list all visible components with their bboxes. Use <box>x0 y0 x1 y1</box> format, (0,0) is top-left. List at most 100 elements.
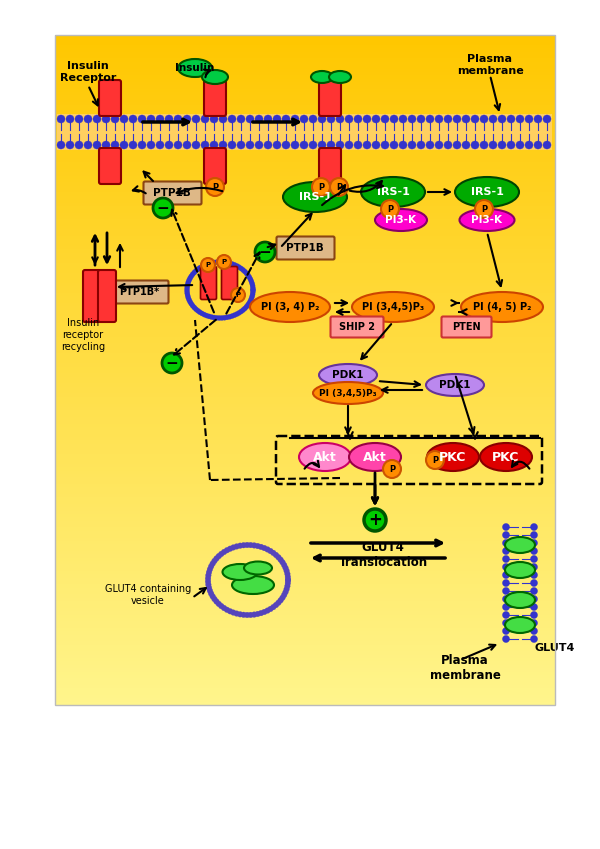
Bar <box>55 644 555 649</box>
Bar <box>55 393 555 397</box>
Circle shape <box>84 141 92 149</box>
Text: Insulin
receptor
recycling: Insulin receptor recycling <box>61 318 105 351</box>
Bar <box>55 162 555 166</box>
Circle shape <box>206 314 212 319</box>
Circle shape <box>285 577 291 582</box>
Bar <box>55 357 555 361</box>
Text: P: P <box>387 205 393 213</box>
Circle shape <box>530 580 538 587</box>
Circle shape <box>185 284 190 290</box>
Circle shape <box>284 587 289 592</box>
Bar <box>55 648 555 652</box>
Circle shape <box>280 595 285 600</box>
Text: IRS-1: IRS-1 <box>299 192 331 202</box>
Circle shape <box>102 141 110 149</box>
Ellipse shape <box>313 382 383 404</box>
Bar <box>55 233 555 237</box>
Circle shape <box>185 291 190 295</box>
Bar <box>55 353 555 357</box>
Circle shape <box>165 115 173 123</box>
Circle shape <box>205 579 211 584</box>
Bar <box>55 407 555 411</box>
Circle shape <box>354 115 362 123</box>
Circle shape <box>189 301 194 306</box>
Bar <box>55 453 555 458</box>
Text: Insulin
Receptor: Insulin Receptor <box>60 61 116 83</box>
Bar <box>55 635 555 638</box>
Circle shape <box>165 141 173 149</box>
Bar <box>55 290 555 294</box>
Text: PDK1: PDK1 <box>439 380 471 390</box>
Circle shape <box>530 564 538 571</box>
Bar <box>55 641 555 645</box>
Circle shape <box>147 141 155 149</box>
Circle shape <box>265 608 270 613</box>
Circle shape <box>251 543 257 548</box>
Circle shape <box>208 591 214 596</box>
Ellipse shape <box>349 443 401 471</box>
Circle shape <box>525 115 533 123</box>
Text: Insulin: Insulin <box>175 63 215 73</box>
Bar <box>55 655 555 659</box>
Bar <box>55 584 555 588</box>
Circle shape <box>201 115 209 123</box>
Bar <box>55 494 555 498</box>
Bar <box>55 534 555 538</box>
Circle shape <box>232 262 237 267</box>
Bar <box>55 62 555 65</box>
Ellipse shape <box>250 292 330 322</box>
Text: Plasma
membrane: Plasma membrane <box>430 654 500 682</box>
Bar <box>55 269 555 273</box>
Bar <box>55 363 555 367</box>
Circle shape <box>174 141 182 149</box>
Circle shape <box>390 141 398 149</box>
Text: PI (3,4,5)P₃: PI (3,4,5)P₃ <box>319 389 377 397</box>
Circle shape <box>232 312 237 318</box>
Circle shape <box>284 571 290 576</box>
Circle shape <box>462 115 470 123</box>
Bar <box>55 243 555 246</box>
Circle shape <box>234 543 239 549</box>
Circle shape <box>227 609 233 614</box>
Bar <box>55 122 555 126</box>
Circle shape <box>255 141 263 149</box>
Bar <box>55 682 555 685</box>
Text: −: − <box>166 356 178 370</box>
Bar <box>55 615 555 618</box>
Bar <box>55 430 555 434</box>
Ellipse shape <box>244 561 272 575</box>
Ellipse shape <box>461 292 543 322</box>
Circle shape <box>246 141 254 149</box>
Circle shape <box>275 600 281 605</box>
Bar <box>55 692 555 695</box>
Circle shape <box>162 353 182 373</box>
Bar <box>55 424 555 427</box>
Bar <box>55 477 555 481</box>
Bar <box>55 621 555 625</box>
Circle shape <box>153 198 173 218</box>
Bar <box>55 333 555 337</box>
Bar <box>55 651 555 655</box>
Circle shape <box>185 282 190 287</box>
Circle shape <box>57 115 65 123</box>
Bar <box>55 346 555 351</box>
Circle shape <box>255 242 275 262</box>
Circle shape <box>246 115 254 123</box>
Circle shape <box>480 115 488 123</box>
Circle shape <box>285 574 290 580</box>
Text: PTEN: PTEN <box>452 322 481 332</box>
Circle shape <box>207 588 213 593</box>
Circle shape <box>285 577 291 582</box>
Circle shape <box>250 292 255 297</box>
Circle shape <box>399 115 407 123</box>
Circle shape <box>244 304 249 309</box>
Bar <box>55 698 555 702</box>
Text: SHIP 2: SHIP 2 <box>339 322 375 332</box>
Circle shape <box>503 580 509 587</box>
Bar <box>55 420 555 424</box>
Circle shape <box>489 141 497 149</box>
Bar <box>55 514 555 518</box>
Bar <box>55 561 555 565</box>
Circle shape <box>268 548 273 554</box>
Ellipse shape <box>299 443 351 471</box>
